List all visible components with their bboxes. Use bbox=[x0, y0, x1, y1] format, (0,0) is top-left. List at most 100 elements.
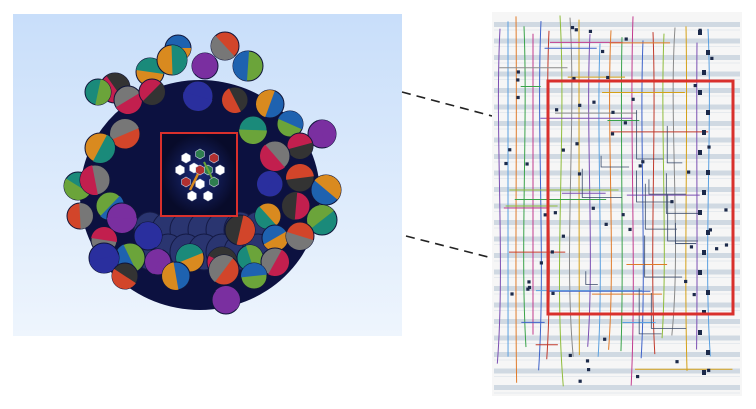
schematic-row-bar bbox=[494, 352, 740, 357]
schematic-node bbox=[510, 292, 514, 296]
schematic-wire bbox=[661, 33, 665, 339]
core-strand bbox=[209, 176, 219, 188]
wire-end-cap bbox=[285, 221, 315, 251]
schematic-node bbox=[588, 29, 593, 34]
wire-end-cap bbox=[208, 254, 240, 286]
wire-end-cap bbox=[306, 204, 338, 236]
wire-end-cap bbox=[156, 44, 188, 76]
schematic-node bbox=[631, 97, 635, 101]
schematic-row-bar bbox=[494, 236, 740, 242]
schematic-row-bar bbox=[494, 104, 740, 110]
schematic-node bbox=[670, 200, 674, 204]
wire-end-cap bbox=[256, 170, 284, 198]
wire-end-cap bbox=[254, 202, 282, 230]
schematic-row-bar bbox=[494, 319, 740, 324]
schematic-connector bbox=[698, 270, 702, 275]
schematic-node bbox=[623, 121, 627, 125]
wire-end-cap bbox=[221, 86, 249, 114]
schematic-node bbox=[551, 291, 555, 295]
schematic-row-bar bbox=[494, 88, 740, 93]
schematic-node bbox=[638, 164, 642, 168]
schematic-row-bar bbox=[494, 253, 740, 258]
core-strand bbox=[215, 164, 225, 176]
schematic-node bbox=[572, 76, 576, 81]
schematic-row-bar bbox=[494, 220, 740, 225]
wiring-schematic-view bbox=[492, 12, 742, 396]
schematic-row-bar bbox=[494, 154, 740, 159]
schematic-trace bbox=[636, 170, 674, 203]
schematic-connector bbox=[706, 290, 710, 295]
schematic-node bbox=[578, 379, 582, 383]
schematic-node bbox=[610, 132, 615, 136]
core-wire bbox=[203, 161, 213, 179]
wire-end-cap bbox=[255, 89, 285, 119]
schematic-row-bar bbox=[494, 55, 740, 60]
schematic-node bbox=[508, 148, 512, 152]
wire-end-cap bbox=[133, 221, 163, 251]
schematic-node bbox=[592, 100, 596, 104]
core-strand bbox=[203, 190, 213, 202]
schematic-node bbox=[621, 213, 625, 217]
schematic-connector bbox=[698, 210, 702, 215]
wire-end-cap bbox=[109, 118, 141, 150]
schematic-node bbox=[578, 103, 582, 107]
schematic-connector bbox=[698, 90, 702, 95]
schematic-trace bbox=[581, 168, 622, 198]
zoom-highlight-box-left bbox=[160, 132, 238, 217]
wire-end-cap bbox=[138, 78, 166, 106]
schematic-trace bbox=[636, 110, 664, 160]
schematic-trace bbox=[638, 288, 662, 335]
schematic-node bbox=[724, 208, 728, 212]
schematic-node bbox=[624, 37, 628, 41]
schematic-row-bar bbox=[494, 71, 740, 77]
schematic-node bbox=[504, 161, 508, 166]
schematic-node bbox=[692, 292, 696, 297]
schematic-row-bar bbox=[494, 38, 740, 44]
schematic-node bbox=[628, 227, 632, 232]
wire-end-cap bbox=[79, 164, 111, 196]
wire-end-cap bbox=[261, 224, 289, 252]
schematic-node bbox=[689, 245, 694, 249]
zoom-connector-lines bbox=[401, 91, 493, 259]
schematic-node bbox=[568, 353, 572, 358]
schematic-wire bbox=[696, 42, 698, 350]
schematic-row-bar bbox=[494, 269, 740, 275]
schematic-wire bbox=[707, 28, 711, 357]
schematic-node bbox=[606, 75, 610, 80]
schematic-connector bbox=[698, 150, 702, 155]
bundle-core bbox=[162, 134, 236, 215]
core-strand bbox=[209, 152, 219, 164]
schematic-node bbox=[611, 110, 615, 114]
schematic-node bbox=[707, 368, 711, 372]
zoom-highlight-box-right bbox=[546, 79, 735, 316]
wire-end-cap bbox=[240, 262, 268, 290]
zoom-connector-line-top bbox=[401, 91, 493, 117]
wire-end-cap bbox=[259, 140, 291, 172]
schematic-connector bbox=[702, 190, 706, 195]
schematic-node bbox=[539, 261, 543, 265]
schematic-node bbox=[687, 170, 691, 174]
schematic-wire bbox=[671, 27, 677, 336]
wire-end-cap bbox=[113, 85, 143, 115]
schematic-node bbox=[575, 142, 579, 146]
schematic-wire bbox=[587, 34, 591, 347]
schematic-trace bbox=[585, 271, 598, 285]
schematic-connector bbox=[706, 170, 710, 175]
schematic-node bbox=[684, 279, 688, 284]
wire-end-cap bbox=[285, 163, 315, 193]
wire-end-cap bbox=[106, 202, 138, 234]
schematic-node bbox=[707, 145, 711, 149]
schematic-node bbox=[604, 222, 608, 226]
wire-end-cap bbox=[281, 191, 311, 221]
schematic-node bbox=[553, 211, 557, 215]
schematic-connector bbox=[706, 110, 710, 115]
schematic-node bbox=[555, 108, 559, 112]
schematic-connector bbox=[698, 330, 702, 335]
core-strand bbox=[187, 190, 197, 202]
schematic-connector bbox=[706, 350, 710, 355]
schematic-trace bbox=[674, 222, 697, 244]
schematic-node bbox=[577, 172, 582, 176]
wire-end-cap bbox=[232, 50, 264, 82]
wire-end-cap bbox=[182, 80, 214, 112]
schematic-wire bbox=[523, 26, 527, 348]
